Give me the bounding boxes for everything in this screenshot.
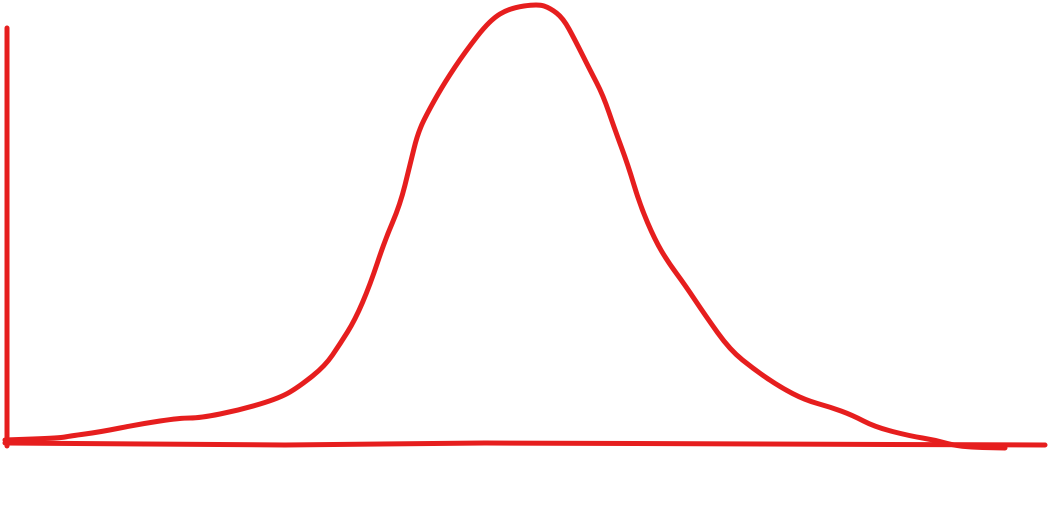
x-axis bbox=[2, 440, 1048, 448]
bell-curve bbox=[2, 2, 1008, 451]
